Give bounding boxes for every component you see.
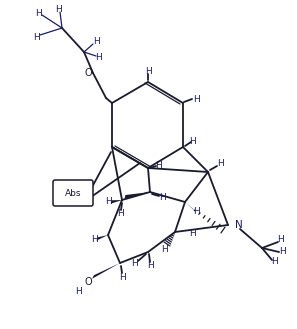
Text: H: H bbox=[147, 262, 153, 270]
Text: H: H bbox=[271, 258, 277, 266]
Text: H: H bbox=[93, 37, 99, 45]
Text: H: H bbox=[76, 288, 82, 296]
Text: H: H bbox=[159, 192, 165, 201]
Text: H: H bbox=[119, 272, 125, 282]
FancyBboxPatch shape bbox=[53, 180, 93, 206]
Text: H: H bbox=[217, 160, 223, 168]
Polygon shape bbox=[111, 200, 122, 204]
Text: H: H bbox=[33, 34, 40, 42]
Polygon shape bbox=[125, 192, 150, 199]
Text: O: O bbox=[84, 68, 92, 78]
Text: H: H bbox=[56, 5, 62, 13]
Text: H: H bbox=[193, 94, 199, 104]
Text: N: N bbox=[235, 220, 243, 230]
Polygon shape bbox=[185, 202, 195, 211]
Text: H: H bbox=[277, 236, 283, 244]
Text: H: H bbox=[117, 210, 123, 218]
Text: H: H bbox=[189, 137, 196, 145]
Text: H: H bbox=[105, 197, 111, 207]
Text: H: H bbox=[145, 66, 151, 75]
Text: H: H bbox=[96, 54, 102, 63]
Text: H: H bbox=[279, 247, 285, 257]
Text: H: H bbox=[91, 236, 97, 244]
Text: Abs: Abs bbox=[65, 189, 81, 197]
Polygon shape bbox=[92, 263, 120, 279]
Text: O: O bbox=[84, 277, 92, 287]
Text: H: H bbox=[131, 260, 138, 268]
Polygon shape bbox=[97, 235, 108, 240]
Text: H: H bbox=[162, 245, 168, 255]
Text: H: H bbox=[36, 9, 42, 17]
Text: H: H bbox=[155, 162, 161, 170]
Text: H: H bbox=[189, 229, 196, 238]
Text: H: H bbox=[194, 208, 200, 216]
